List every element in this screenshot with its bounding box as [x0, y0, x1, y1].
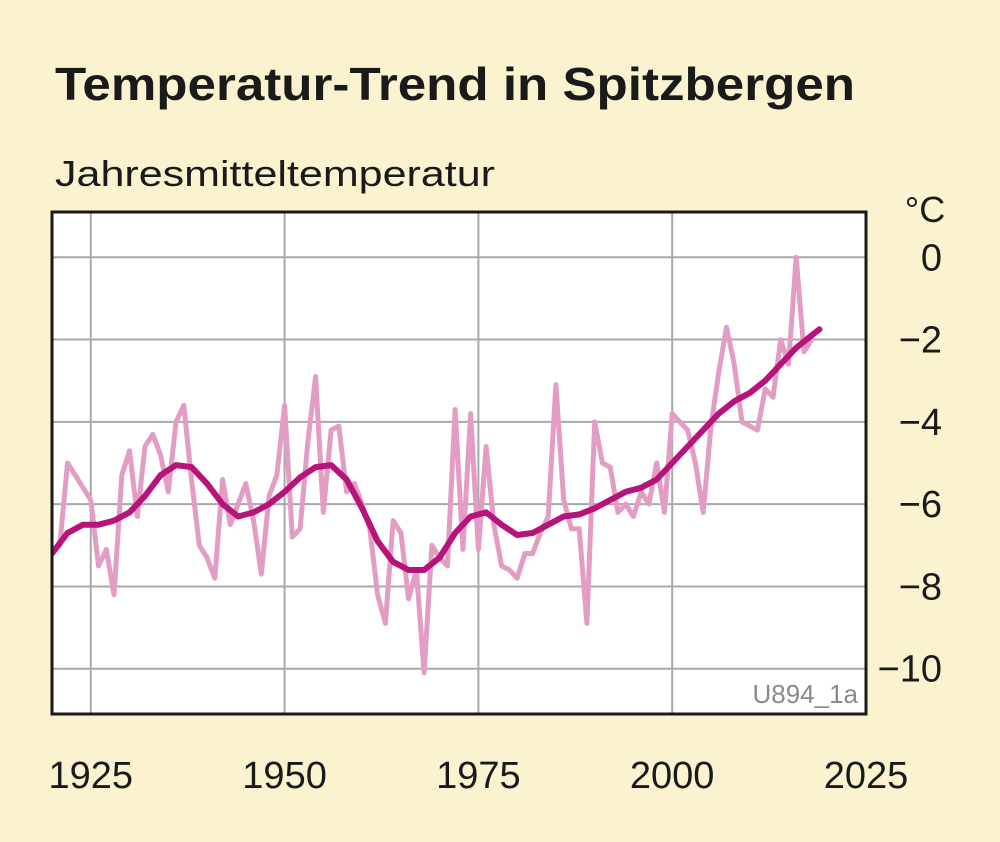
x-tick-label: 1950: [242, 755, 327, 797]
y-tick-label: −4: [899, 402, 942, 444]
y-unit: °C: [905, 189, 945, 230]
chart-title: Temperatur-Trend in Spitzbergen: [55, 58, 855, 110]
chart-subtitle: Jahresmitteltemperatur: [55, 153, 495, 194]
x-tick-label: 1975: [436, 755, 521, 797]
y-tick-label: −6: [899, 484, 942, 526]
plot-frame: [50, 210, 868, 716]
y-tick-label: −2: [899, 320, 942, 362]
x-tick-label: 2025: [824, 755, 909, 797]
y-tick-label: 0: [921, 237, 942, 279]
x-tick-label: 1925: [48, 755, 133, 797]
y-tick-label: −8: [899, 566, 942, 608]
data-line: [57, 254, 815, 676]
annotation-bg: [735, 676, 863, 710]
x-tick-label: 2000: [630, 755, 715, 797]
annotation: U894_1a: [752, 679, 858, 709]
data-line: [52, 326, 823, 573]
y-tick-label: −10: [878, 649, 942, 691]
